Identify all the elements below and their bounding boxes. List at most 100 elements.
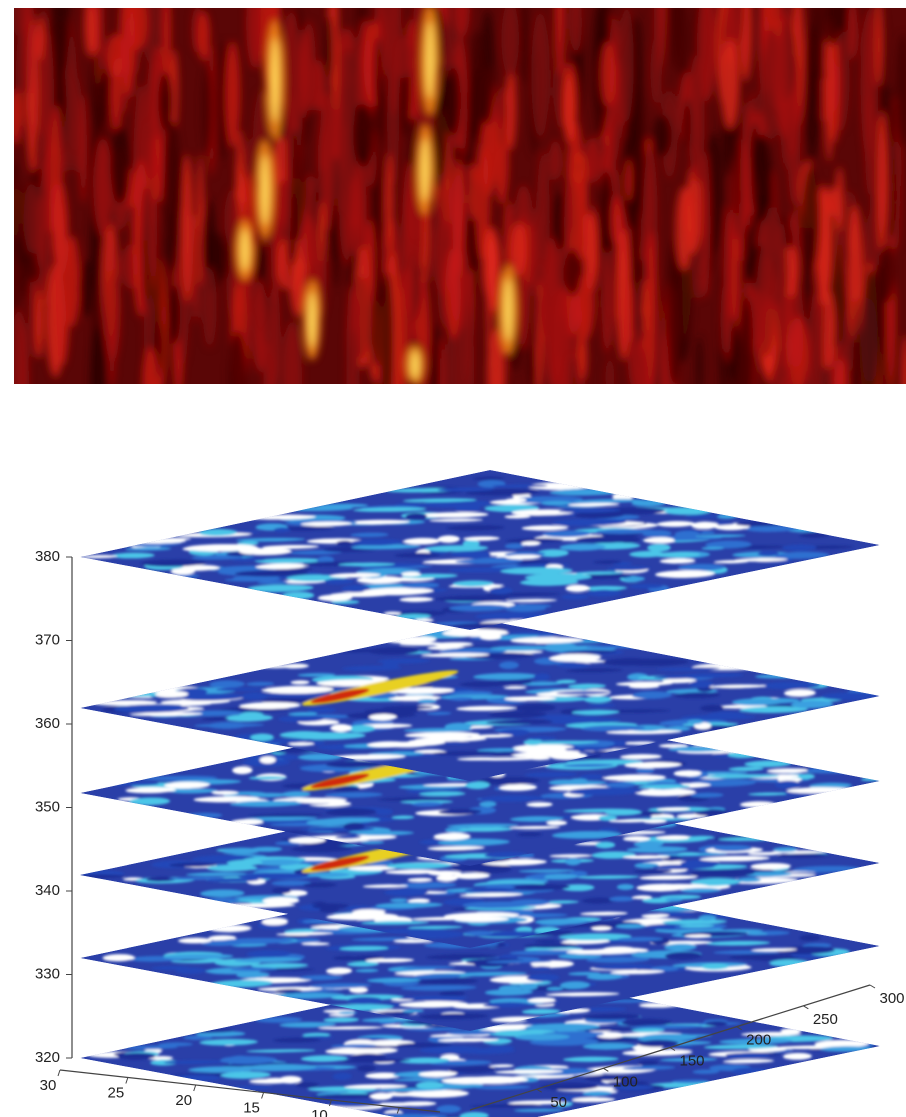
- heat-streak: [353, 103, 374, 168]
- slice-streak: [177, 693, 245, 701]
- slice-streak: [759, 681, 821, 690]
- slice: [80, 621, 880, 781]
- slice-streak: [598, 815, 617, 821]
- heat-streak: [332, 156, 339, 264]
- slice-streak: [491, 751, 516, 756]
- slice-streak: [406, 738, 446, 746]
- z-tick-label: 350: [35, 798, 60, 815]
- slice-streak: [362, 884, 408, 888]
- slice-streak: [638, 1059, 659, 1066]
- slice-streak: [540, 1082, 599, 1091]
- slice-streak: [298, 753, 343, 761]
- slice-streak: [347, 519, 410, 525]
- slice-streak: [191, 555, 244, 560]
- slice-streak: [565, 584, 590, 592]
- slice-streak: [660, 1057, 718, 1062]
- slice-streak: [332, 786, 361, 792]
- slice-streak: [574, 498, 645, 503]
- slice-streak: [384, 888, 429, 896]
- y-tick-label: 200: [746, 1032, 771, 1049]
- y-tick: [669, 1047, 676, 1051]
- slice-streak: [636, 767, 655, 774]
- slice-streak: [273, 992, 345, 999]
- heat-streak: [105, 33, 126, 79]
- slice-streak: [307, 707, 337, 714]
- slice-streak: [490, 645, 552, 651]
- heat-streak: [68, 60, 80, 155]
- slice-streak: [690, 792, 724, 798]
- slice-streak: [684, 514, 719, 518]
- heat-streak: [570, 8, 582, 54]
- heat-streak: [430, 320, 440, 384]
- slice-streak: [220, 1071, 271, 1079]
- slice-streak: [508, 1100, 572, 1105]
- heat-streak: [610, 195, 623, 245]
- slice-streak: [728, 766, 764, 772]
- slice-streak: [145, 876, 177, 882]
- slice-streak: [208, 935, 237, 941]
- heat-streak: [527, 343, 538, 384]
- slice-hot: [310, 855, 370, 871]
- slice-streak: [459, 681, 508, 687]
- slice-streak: [656, 667, 720, 671]
- slice-streak: [687, 835, 715, 840]
- slice-streak: [581, 725, 646, 732]
- heat-streak: [574, 168, 588, 261]
- slice-streak: [563, 1056, 619, 1062]
- slice-streak: [772, 847, 798, 852]
- slice-streak: [151, 965, 191, 971]
- y-tick: [736, 1026, 742, 1031]
- heat-streak: [669, 8, 680, 72]
- slice-streak: [351, 937, 414, 942]
- slice-streak: [255, 563, 306, 570]
- slice-streak: [263, 1077, 288, 1084]
- heat-streak: [688, 55, 705, 182]
- slice-streak: [411, 801, 443, 807]
- slice-streak: [362, 587, 434, 596]
- heat-streak: [554, 8, 565, 76]
- slice-streak: [604, 782, 637, 788]
- slice-streak: [357, 1065, 376, 1072]
- slice-streak: [376, 1011, 415, 1016]
- slice-streak: [557, 662, 591, 669]
- y-tick-label: 150: [679, 1052, 704, 1069]
- slice-streak: [586, 956, 650, 963]
- slice-streak: [194, 723, 265, 728]
- slice-streak: [690, 869, 755, 877]
- slice-streak: [188, 1066, 256, 1073]
- slice-streak: [158, 1042, 193, 1047]
- slice-streak: [437, 487, 495, 492]
- slice-streak: [692, 1069, 720, 1075]
- slice-streak: [449, 697, 473, 701]
- heat-streak: [431, 91, 448, 191]
- slice-streak: [558, 508, 621, 513]
- slice-streak: [524, 573, 592, 582]
- heat-streak: [228, 330, 248, 384]
- slice-streak: [369, 1092, 393, 1101]
- slice-streak: [677, 563, 725, 571]
- slice-streak: [403, 537, 441, 545]
- slice-streak: [446, 823, 519, 828]
- heat-streak: [564, 175, 578, 269]
- slice-streak: [674, 530, 700, 538]
- heat-streak: [497, 86, 508, 148]
- slice-streak: [273, 1037, 322, 1043]
- slice-streak: [700, 704, 725, 712]
- slice-streak: [250, 963, 309, 969]
- slice-streak: [221, 847, 260, 855]
- slice-streak: [659, 558, 696, 564]
- slice-streak: [509, 825, 561, 830]
- slice-streak: [519, 983, 538, 991]
- slice-streak: [706, 940, 771, 946]
- heat-streak: [543, 237, 561, 384]
- slice-streak: [542, 530, 592, 538]
- slice-streak: [638, 784, 691, 790]
- slice-streak: [353, 507, 427, 512]
- slice-streak: [637, 811, 665, 816]
- heat-streak: [202, 64, 213, 155]
- y-tick: [603, 1067, 609, 1072]
- slice-streak: [595, 841, 616, 849]
- slice-streak: [407, 925, 463, 929]
- heat-streak: [55, 218, 71, 366]
- slice-streak: [415, 1081, 444, 1090]
